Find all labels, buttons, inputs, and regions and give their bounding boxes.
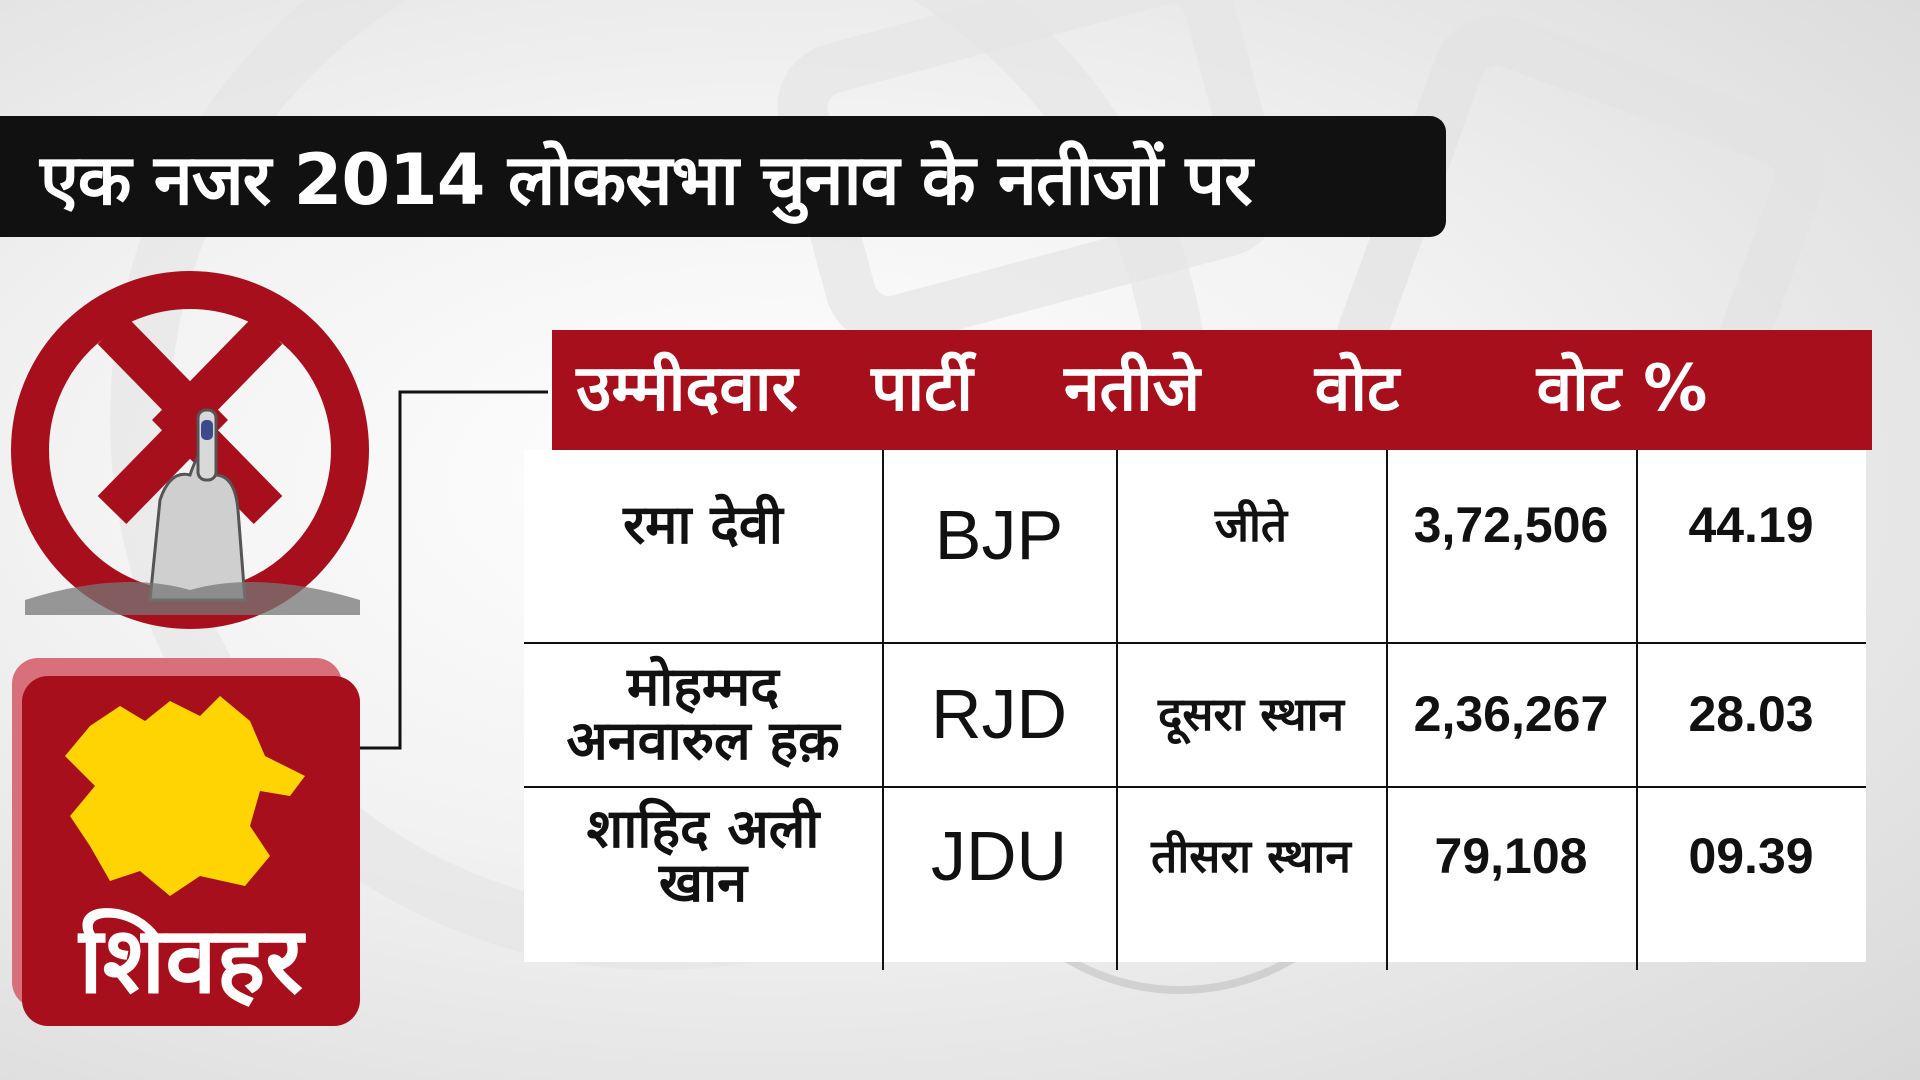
cell-vote-percent: 28.03 — [1688, 686, 1814, 742]
cell-party: RJD — [930, 675, 1068, 753]
column-divider — [1636, 450, 1638, 970]
header-votes: वोट — [1314, 352, 1400, 426]
cell-vote-percent: 09.39 — [1688, 828, 1814, 884]
cell-vote-percent: 44.19 — [1688, 497, 1814, 553]
header-vote-percent: वोट % — [1536, 352, 1708, 426]
election-commission-emblem-icon — [11, 271, 369, 629]
header-party: पार्टी — [871, 352, 973, 426]
cell-candidate: मोहम्मद अनवारुल हक़ — [566, 655, 840, 772]
district-name: शिवहर — [78, 907, 304, 1014]
column-divider — [1116, 450, 1118, 970]
cell-votes: 3,72,506 — [1413, 497, 1609, 553]
column-divider — [882, 450, 884, 970]
header-result: नतीजे — [1063, 352, 1201, 426]
table-body: रमा देवी BJP जीते 3,72,506 44.19 मोहम्मद… — [524, 450, 1866, 970]
cell-result: दूसरा स्थान — [1157, 687, 1345, 741]
results-table: उम्मीदवार पार्टी नतीजे वोट वोट % रमा देव… — [524, 330, 1872, 970]
table-header: उम्मीदवार पार्टी नतीजे वोट वोट % — [552, 330, 1872, 450]
district-card: शिवहर — [22, 676, 360, 1026]
cell-result: तीसरा स्थान — [1151, 829, 1351, 883]
cell-result: जीते — [1214, 498, 1288, 552]
row-divider — [524, 642, 1866, 644]
cell-candidate: शाहिद अली खान — [586, 797, 820, 914]
cell-party: BJP — [934, 496, 1064, 574]
cell-candidate: रमा देवी — [623, 493, 783, 556]
cell-votes: 79,108 — [1434, 828, 1588, 884]
cell-party: JDU — [930, 817, 1068, 895]
header-candidate: उम्मीदवार — [576, 352, 798, 426]
column-divider — [1386, 450, 1388, 970]
cell-votes: 2,36,267 — [1413, 686, 1609, 742]
title-bar: एक नजर 2014 लोकसभा चुनाव के नतीजों पर — [0, 116, 1446, 237]
district-map-icon — [65, 696, 305, 896]
page-title: एक नजर 2014 लोकसभा चुनाव के नतीजों पर — [40, 138, 1253, 221]
voter-hands-icon — [25, 408, 360, 615]
row-divider — [524, 786, 1866, 788]
